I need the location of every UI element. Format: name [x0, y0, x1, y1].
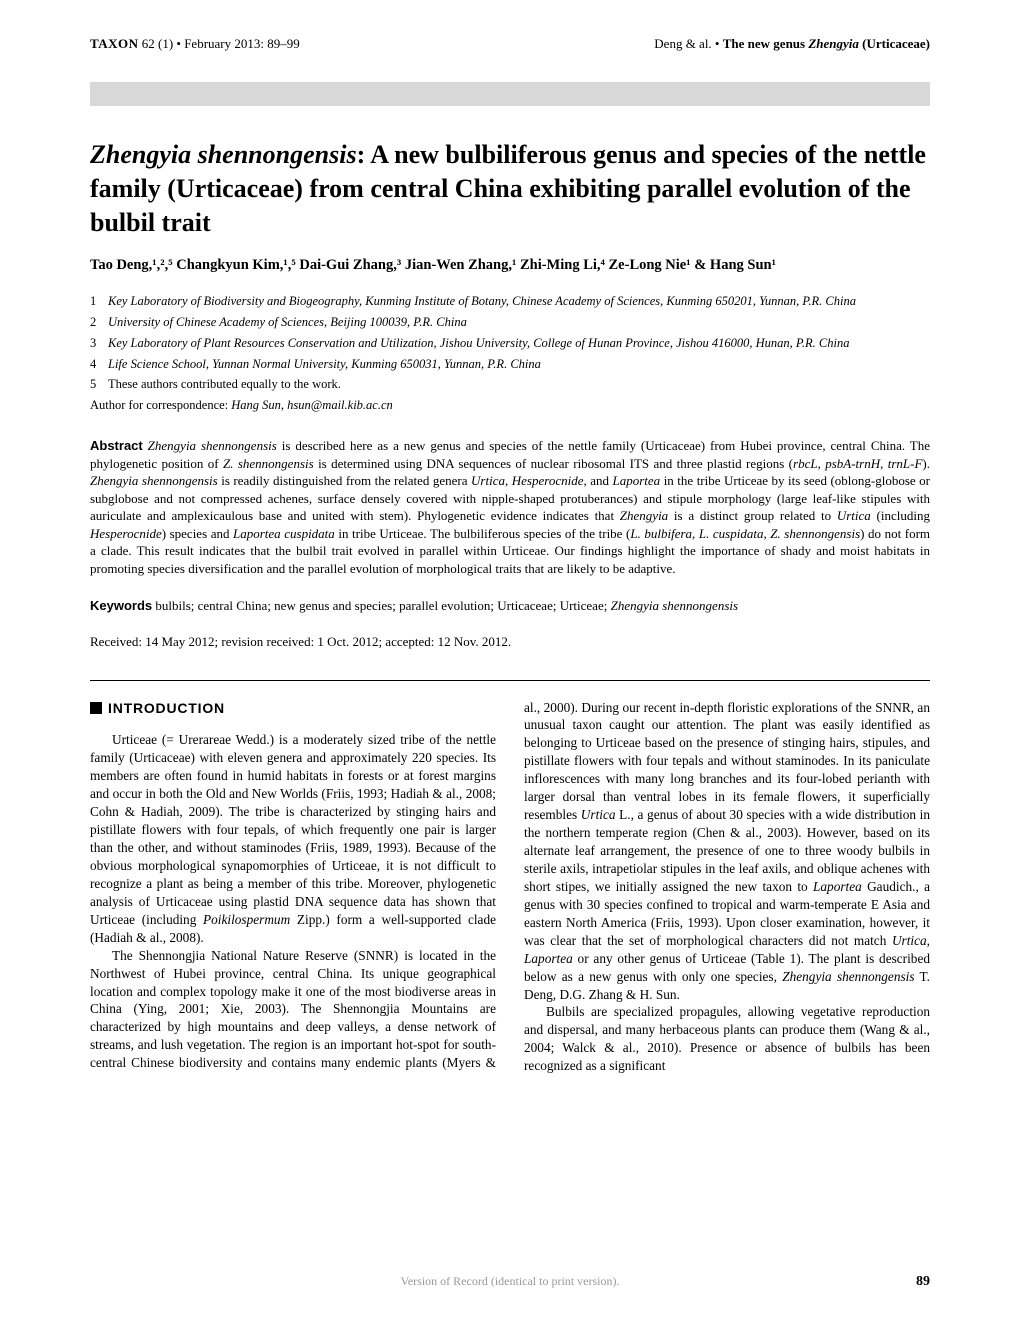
abstract-label: Abstract — [90, 438, 143, 453]
abstract-text: , — [505, 473, 512, 488]
affiliation-3: 3 Key Laboratory of Plant Resources Cons… — [90, 334, 930, 353]
header-right: Deng & al. • The new genus Zhengyia (Urt… — [654, 36, 930, 52]
abstract-text: ) species and — [162, 526, 233, 541]
aff-text: These authors contributed equally to the… — [108, 375, 341, 394]
abstract-text: Zhengyia — [620, 508, 668, 523]
heading-text: INTRODUCTION — [108, 699, 225, 718]
footer-version: Version of Record (identical to print ve… — [401, 1274, 620, 1289]
genus-short: Zhengyia — [808, 36, 859, 51]
corr-name: Hang Sun, hsun@mail.kib.ac.cn — [231, 398, 392, 412]
abstract-text: is a distinct group related to — [668, 508, 837, 523]
body-text: Urtica — [892, 933, 927, 948]
abstract-text: Z. shennongensis — [223, 456, 314, 471]
abstract-text: psbA-trnH — [825, 456, 880, 471]
aff-text: Key Laboratory of Plant Resources Conser… — [108, 334, 850, 353]
abstract-text: Hesperocnide — [90, 526, 162, 541]
keywords-label: Keywords — [90, 598, 152, 613]
intro-heading: INTRODUCTION — [90, 699, 496, 718]
abstract-text: Z. shennongensis — [770, 526, 860, 541]
abstract-text: Urtica — [471, 473, 505, 488]
body-text: Laportea — [524, 951, 573, 966]
page-header: TAXON 62 (1) • February 2013: 89–99 Deng… — [90, 36, 930, 52]
publication-dates: Received: 14 May 2012; revision received… — [90, 634, 930, 650]
authors-list: Tao Deng,¹,²,⁵ Changkyun Kim,¹,⁵ Dai-Gui… — [90, 257, 930, 274]
affiliation-5: 5 These authors contributed equally to t… — [90, 375, 930, 394]
issue-info: 62 (1) • February 2013: 89–99 — [142, 36, 300, 51]
correspondence: Author for correspondence: Hang Sun, hsu… — [90, 398, 930, 413]
aff-num: 1 — [90, 292, 108, 311]
abstract: Abstract Zhengyia shennongensis is descr… — [90, 437, 930, 577]
keywords-text: bulbils; central China; new genus and sp… — [155, 598, 610, 613]
abstract-text: L. bulbifera — [630, 526, 692, 541]
abstract-text: Laportea cuspidata — [233, 526, 335, 541]
body-text: Urticeae (= Urerareae Wedd.) is a modera… — [90, 732, 496, 926]
body-text: Zhengyia shennongensis — [782, 969, 914, 984]
title-bar — [90, 82, 930, 106]
affiliation-2: 2 University of Chinese Academy of Scien… — [90, 313, 930, 332]
affiliations: 1 Key Laboratory of Biodiversity and Bio… — [90, 292, 930, 394]
body-text: Urtica — [581, 807, 616, 822]
affiliation-1: 1 Key Laboratory of Biodiversity and Bio… — [90, 292, 930, 311]
abstract-text: trnL-F — [888, 456, 923, 471]
abstract-text: Laportea — [613, 473, 661, 488]
abstract-text: , — [692, 526, 699, 541]
keywords-text: Zhengyia shennongensis — [611, 598, 738, 613]
authors-short: Deng & al. • — [654, 36, 719, 51]
aff-text: Life Science School, Yunnan Normal Unive… — [108, 355, 541, 374]
aff-num: 2 — [90, 313, 108, 332]
page-number: 89 — [916, 1274, 930, 1290]
abstract-text: Urtica — [837, 508, 871, 523]
abstract-text: Zhengyia shennongensis — [148, 438, 277, 453]
abstract-text: Zhengyia shennongensis — [90, 473, 218, 488]
intro-para-3: Bulbils are specialized propagules, allo… — [524, 1003, 930, 1075]
abstract-text: Hesperocnide — [512, 473, 584, 488]
affiliation-4: 4 Life Science School, Yunnan Normal Uni… — [90, 355, 930, 374]
aff-num: 5 — [90, 375, 108, 394]
body-columns: INTRODUCTION Urticeae (= Urerareae Wedd.… — [90, 699, 930, 1076]
abstract-text: , — [880, 456, 888, 471]
corr-label: Author for correspondence: — [90, 398, 231, 412]
family-short: (Urticaceae) — [862, 36, 930, 51]
aff-num: 3 — [90, 334, 108, 353]
abstract-text: ). — [922, 456, 930, 471]
body-text: Laportea — [813, 879, 862, 894]
body-text: Bulbils are specialized propagules, allo… — [524, 1004, 930, 1073]
page-footer: Version of Record (identical to print ve… — [90, 1274, 930, 1290]
body-text: Poikilospermum — [203, 912, 290, 927]
aff-text: Key Laboratory of Biodiversity and Bioge… — [108, 292, 856, 311]
abstract-text: L. cuspidata — [699, 526, 764, 541]
abstract-text: in tribe Urticeae. The bulbiliferous spe… — [335, 526, 631, 541]
abstract-text: is readily distinguished from the relate… — [218, 473, 471, 488]
abstract-text: (including — [871, 508, 930, 523]
journal-name: TAXON — [90, 36, 138, 51]
aff-text: University of Chinese Academy of Science… — [108, 313, 467, 332]
article-title: Zhengyia shennongensis: A new bulbilifer… — [90, 138, 930, 239]
body-text: , — [927, 933, 930, 948]
keywords: Keywords bulbils; central China; new gen… — [90, 598, 930, 614]
abstract-text: rbcL — [793, 456, 818, 471]
abstract-text: , and — [583, 473, 612, 488]
paper-short-label: The new genus — [723, 36, 805, 51]
header-left: TAXON 62 (1) • February 2013: 89–99 — [90, 36, 300, 52]
section-divider — [90, 680, 930, 681]
title-species: Zhengyia shennongensis — [90, 140, 357, 169]
abstract-text: is determined using DNA sequences of nuc… — [314, 456, 793, 471]
intro-para-1: Urticeae (= Urerareae Wedd.) is a modera… — [90, 731, 496, 946]
aff-num: 4 — [90, 355, 108, 374]
